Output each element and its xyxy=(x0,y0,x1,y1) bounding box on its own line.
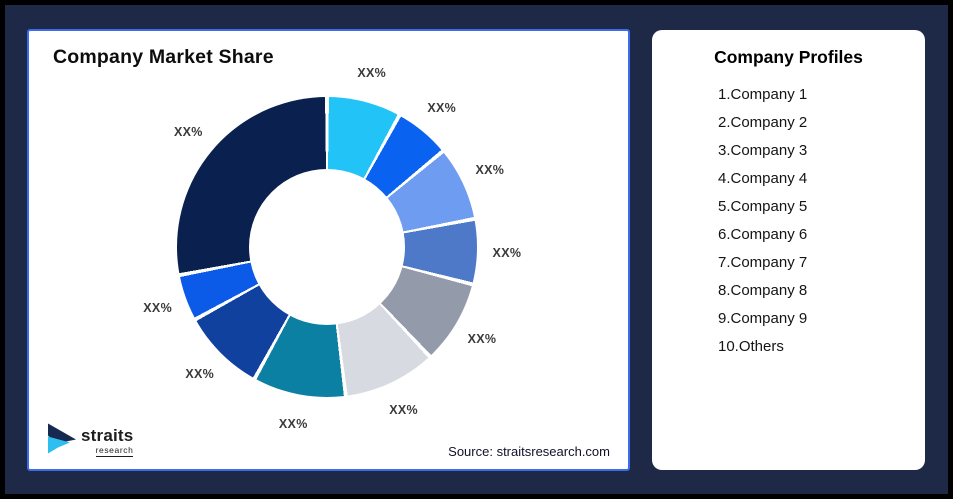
company-profiles-card: Company Profiles 1.Company 1 2.Company 2 3… xyxy=(652,30,925,470)
donut-segment-label: XX% xyxy=(357,65,387,80)
straits-research-logo: straits research xyxy=(47,422,134,457)
donut-segment-label: XX% xyxy=(389,402,418,417)
donut-segment-label: XX% xyxy=(467,331,497,346)
profile-item: 9.Company 9 xyxy=(718,310,808,327)
logo-mark-icon xyxy=(48,423,76,454)
donut-hole xyxy=(249,169,405,325)
profiles-list: 1.Company 1 2.Company 2 3.Company 3 4.Compa… xyxy=(652,81,925,361)
profile-item: 7.Company 7 xyxy=(718,254,808,271)
profile-item: 10.Others xyxy=(718,338,784,355)
profile-item: 6.Company 6 xyxy=(718,226,808,243)
chart-title: Company Market Share xyxy=(53,46,274,68)
donut-segment-label: XX% xyxy=(173,125,203,140)
page-background: Company Market Share straits research So… xyxy=(5,5,948,494)
profile-item: 1.Company 1 xyxy=(718,86,808,103)
donut-segment-label: XX% xyxy=(492,245,522,260)
market-share-card: Company Market Share straits research So… xyxy=(27,29,630,471)
donut-segment-label: XX% xyxy=(427,101,457,116)
profile-item: 8.Company 8 xyxy=(718,282,808,299)
profile-item: 2.Company 2 xyxy=(718,114,808,131)
logo-sub-text: research xyxy=(95,445,134,457)
logo-brand-text: straits xyxy=(81,425,134,445)
donut-segment-label: XX% xyxy=(278,416,308,431)
source-text: Source: straitsresearch.com xyxy=(448,444,610,459)
donut-segment-label: XX% xyxy=(143,300,172,315)
profile-item: 5.Company 5 xyxy=(718,198,808,215)
profile-item: 4.Company 4 xyxy=(718,170,808,187)
donut-segment-label: XX% xyxy=(475,163,505,178)
donut-segment-label: XX% xyxy=(185,367,215,382)
profile-item: 3.Company 3 xyxy=(718,142,808,159)
logo-text: straits research xyxy=(81,425,134,457)
profiles-title: Company Profiles xyxy=(714,47,863,67)
